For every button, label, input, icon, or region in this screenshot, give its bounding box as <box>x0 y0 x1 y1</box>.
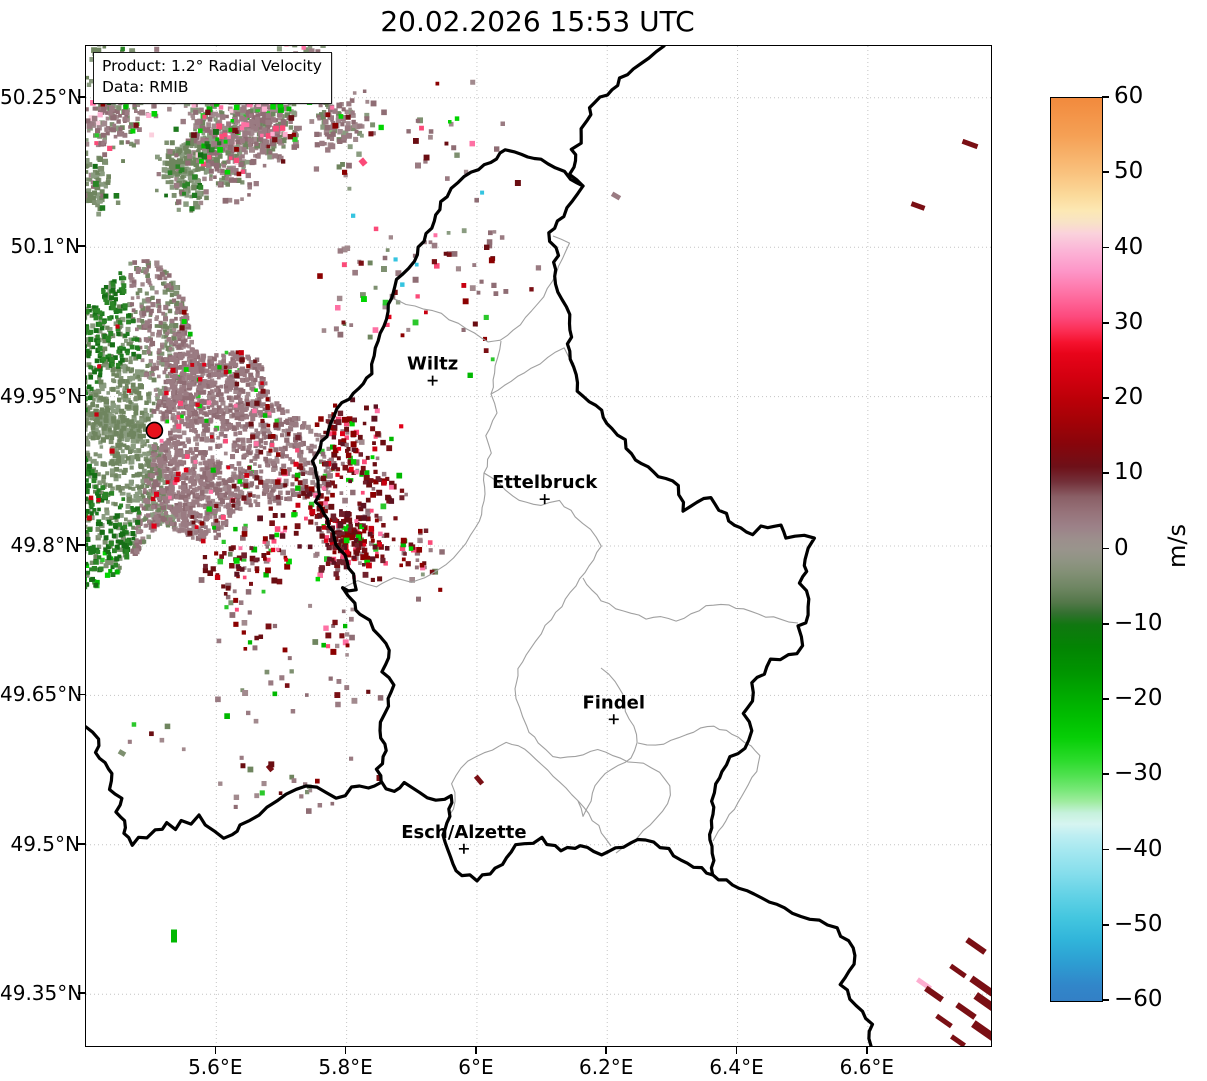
colorbar-tick-label: 10 <box>1114 459 1144 486</box>
map-panel: Wiltz Ettelbruck Findel Esch/Alzette Produc… <box>85 45 992 1047</box>
grid-lines <box>86 46 991 1046</box>
colorbar-tick-mark <box>1102 321 1109 324</box>
colorbar <box>1050 97 1103 1002</box>
lon-tick-label: 6°E <box>458 1055 494 1079</box>
lat-tick-mark <box>78 394 85 397</box>
lat-tick-mark <box>78 544 85 546</box>
colorbar-tick-mark <box>1102 96 1109 98</box>
colorbar-tick-mark <box>1102 246 1109 249</box>
lat-tick-mark <box>78 96 85 98</box>
echo-pixels <box>86 46 460 795</box>
lon-tick-mark <box>475 1046 477 1054</box>
radar-site-marker <box>145 421 164 440</box>
city-marker <box>608 714 619 725</box>
city-marker <box>458 843 469 854</box>
colorbar-tick-label: −60 <box>1114 986 1163 1012</box>
lat-tick-label: 49.5°N <box>10 831 81 856</box>
city-marker <box>427 375 438 386</box>
colorbar-tick-label: −50 <box>1114 910 1163 937</box>
colorbar-tick-label: 0 <box>1114 534 1129 561</box>
page-title: 20.02.2026 15:53 UTC <box>380 5 695 38</box>
lon-tick-mark <box>735 1046 738 1054</box>
colorbar-tick-mark <box>1102 472 1109 475</box>
colorbar-tick-label: 30 <box>1114 308 1144 335</box>
colorbar-tick-mark <box>1102 547 1109 550</box>
echo-pixels <box>86 46 215 590</box>
lon-tick-mark <box>866 1046 868 1054</box>
city-labels: Wiltz Ettelbruck Findel Esch/Alzette <box>401 354 645 854</box>
lat-tick-label: 49.35°N <box>0 981 83 1006</box>
lon-tick-mark <box>344 1046 347 1054</box>
lon-tick-label: 6.2°E <box>579 1055 634 1079</box>
lon-tick-label: 6.4°E <box>709 1055 764 1079</box>
colorbar-tick-label: −20 <box>1114 685 1163 711</box>
lat-tick-mark <box>78 245 85 248</box>
lat-tick-label: 49.65°N <box>0 682 83 707</box>
colorbar-tick-mark <box>1102 171 1109 174</box>
colorbar-tick-mark <box>1102 397 1109 399</box>
colorbar-tick-mark <box>1102 848 1109 851</box>
city-label: Wiltz <box>407 354 458 375</box>
lat-tick-label: 50.1°N <box>10 234 81 259</box>
colorbar-tick-mark <box>1102 999 1109 1001</box>
echo-pixels <box>351 190 485 287</box>
country-borders <box>86 46 875 1046</box>
lon-tick-mark <box>605 1046 608 1054</box>
colorbar-tick-label: −30 <box>1114 760 1163 787</box>
colorbar-tick-mark <box>1102 698 1109 700</box>
radar-site-dot <box>145 421 164 440</box>
lat-tick-label: 49.8°N <box>10 533 81 557</box>
lat-tick-label: 49.95°N <box>0 383 83 408</box>
product-info-box: Product: 1.2° Radial Velocity Data: RMIB <box>93 52 332 104</box>
lat-tick-mark <box>78 693 85 696</box>
city-marker <box>539 494 550 505</box>
colorbar-tick-mark <box>1102 773 1109 776</box>
lat-tick-mark <box>78 843 85 845</box>
lon-tick-mark <box>214 1046 217 1054</box>
colorbar-tick-mark <box>1102 923 1109 926</box>
echo-pixels <box>86 64 473 719</box>
colorbar-tick-label: −10 <box>1114 609 1163 636</box>
lon-tick-label: 5.8°E <box>318 1055 373 1079</box>
district-borders <box>340 235 799 854</box>
city-label: Findel <box>582 692 645 713</box>
city-label: Ettelbruck <box>492 472 598 493</box>
colorbar-tick-label: 50 <box>1114 158 1144 185</box>
colorbar-tick-label: 40 <box>1114 233 1144 260</box>
radar-echoes <box>86 46 991 1046</box>
map-canvas: Wiltz Ettelbruck Findel Esch/Alzette <box>86 46 991 1046</box>
colorbar-tick-label: 20 <box>1114 384 1144 410</box>
lon-tick-label: 5.6°E <box>188 1055 243 1079</box>
lat-tick-mark <box>78 992 85 995</box>
lat-tick-label: 50.25°N <box>0 84 83 109</box>
product-line: Product: 1.2° Radial Velocity <box>102 57 322 75</box>
city-label: Esch/Alzette <box>401 822 526 843</box>
colorbar-tick-mark <box>1102 622 1109 625</box>
data-source-line: Data: RMIB <box>102 78 189 97</box>
colorbar-tick-label: −40 <box>1114 835 1163 862</box>
lon-tick-label: 6.6°E <box>839 1055 895 1079</box>
colorbar-tick-label: 60 <box>1114 83 1144 109</box>
